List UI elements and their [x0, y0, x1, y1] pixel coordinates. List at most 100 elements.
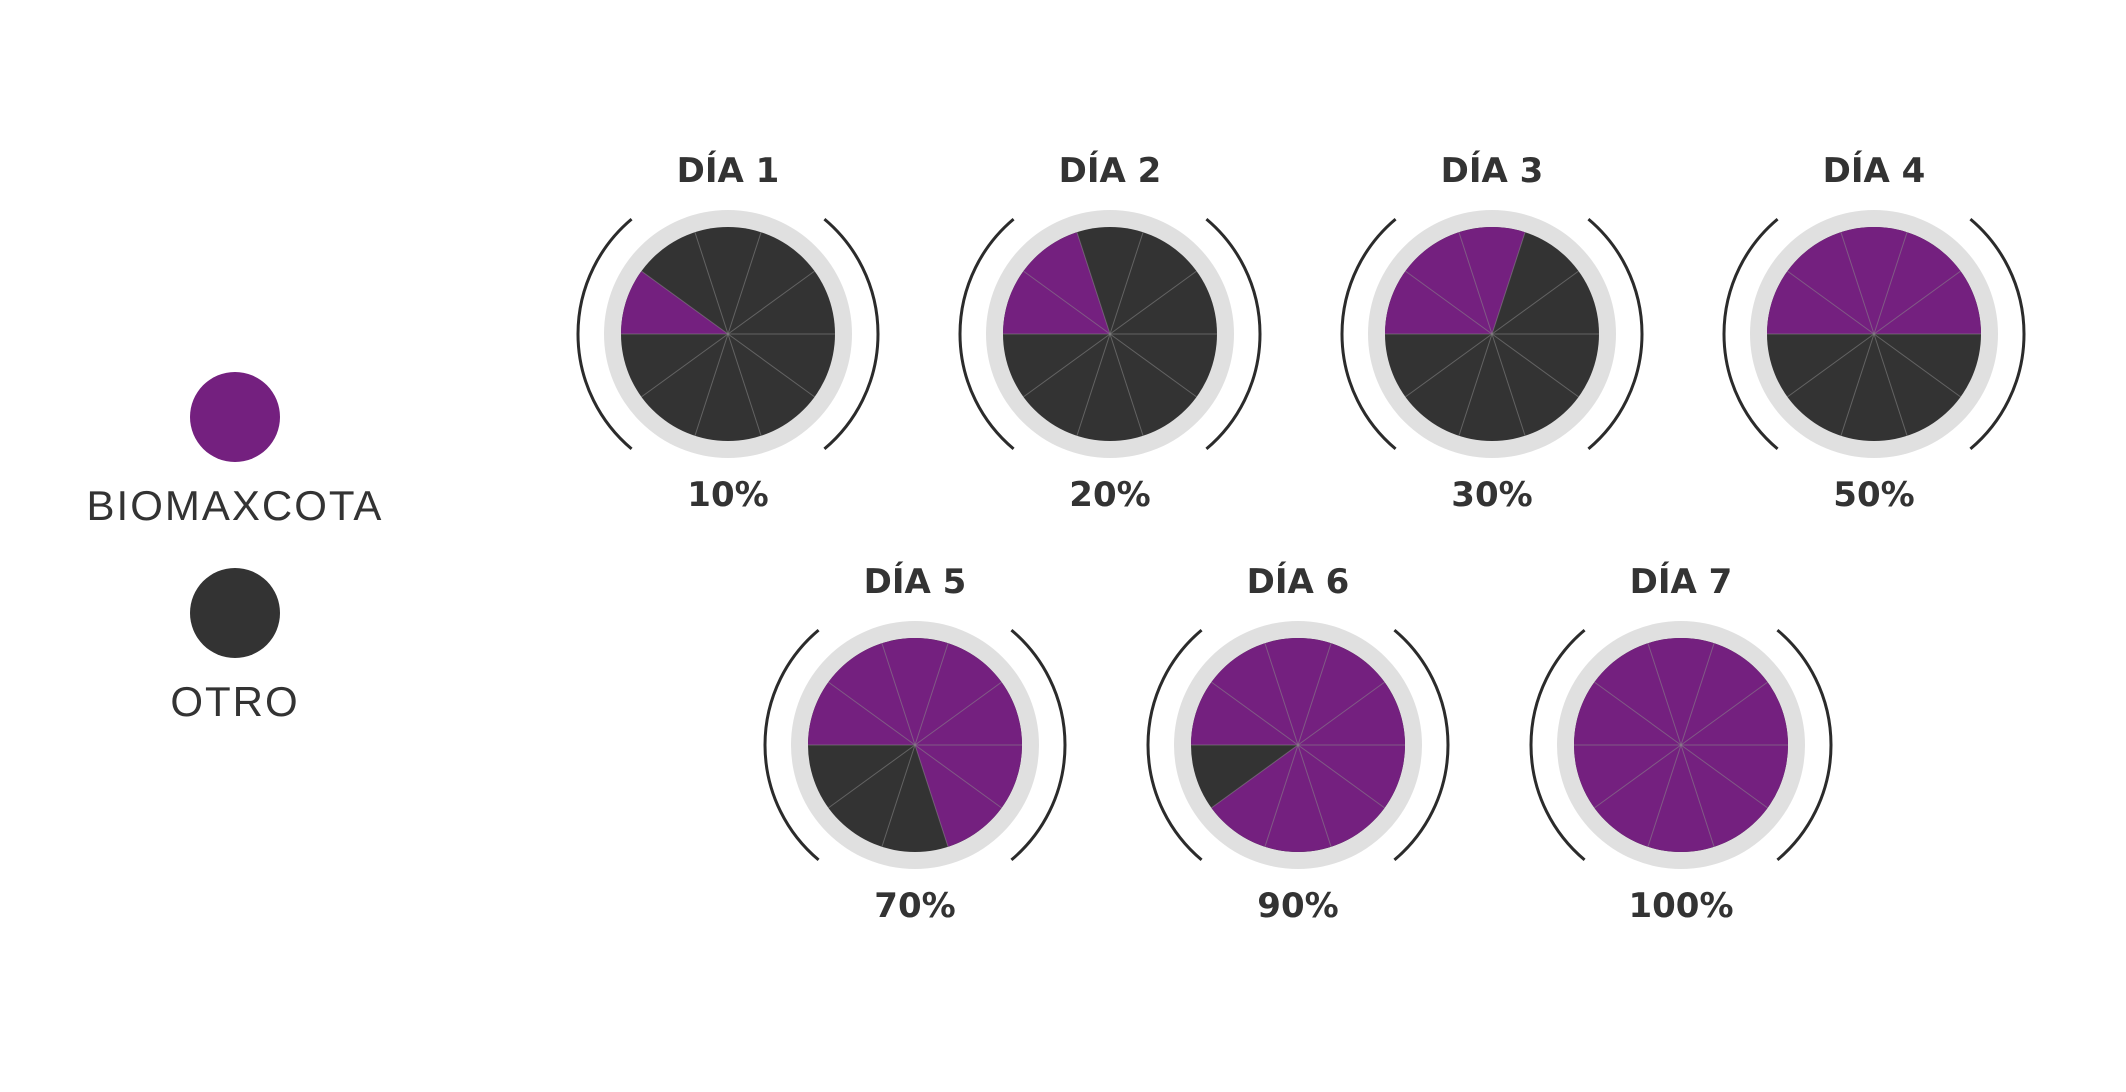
segment-divider — [1109, 270, 1197, 335]
segment-divider — [727, 333, 815, 398]
legend-item-biomaxcota: BIOMAXCOTA — [35, 372, 435, 530]
segment-divider — [1491, 270, 1579, 335]
outer-arc-right — [1393, 628, 1450, 862]
pie-title: DÍA 5 — [864, 561, 967, 602]
outer-arc-left — [1340, 217, 1397, 451]
pie-chart: DÍA 6 90% — [1146, 561, 1450, 926]
pie-value-label: 20% — [1069, 475, 1150, 515]
pie-value-label: 30% — [1451, 475, 1532, 515]
segment-divider — [727, 232, 762, 335]
segment-divider — [1873, 333, 1908, 436]
pie-title: DÍA 7 — [1630, 561, 1733, 602]
outer-arc-right — [1776, 628, 1833, 862]
segment-divider — [641, 270, 729, 335]
segment-divider — [1405, 333, 1493, 398]
pie-title: DÍA 1 — [677, 150, 780, 191]
segment-divider — [1491, 333, 1579, 398]
segment-divider — [1109, 333, 1144, 436]
outer-arc-right — [1969, 217, 2026, 451]
segment-divider — [1491, 232, 1526, 335]
segment-divider — [1297, 744, 1385, 809]
pie-value-label: 50% — [1833, 475, 1914, 515]
pie-value-label: 10% — [687, 475, 768, 515]
pie-chart: DÍA 4 50% — [1722, 150, 2026, 515]
pie-title: DÍA 3 — [1441, 150, 1544, 191]
segment-divider — [1297, 643, 1332, 746]
segment-divider — [1109, 232, 1144, 335]
pie-chart: DÍA 5 70% — [763, 561, 1067, 926]
outer-arc-right — [823, 217, 880, 451]
segment-divider — [1680, 643, 1715, 746]
segment-divider — [727, 333, 762, 436]
outer-arc-left — [763, 628, 820, 862]
segment-divider — [1264, 643, 1299, 746]
outer-arc-right — [1010, 628, 1067, 862]
segment-divider — [1787, 270, 1875, 335]
segment-divider — [828, 681, 916, 746]
pie-value-label: 70% — [874, 886, 955, 926]
segment-divider — [1594, 681, 1682, 746]
segment-divider — [1873, 270, 1961, 335]
segment-divider — [1873, 232, 1908, 335]
pie-value-label: 100% — [1628, 886, 1733, 926]
segment-divider — [1264, 744, 1299, 847]
segment-divider — [1211, 744, 1299, 809]
segment-divider — [1211, 681, 1299, 746]
pie-chart: DÍA 3 30% — [1340, 150, 1644, 515]
segment-divider — [1076, 333, 1111, 436]
segment-divider — [1647, 744, 1682, 847]
outer-arc-left — [576, 217, 633, 451]
pie-title: DÍA 4 — [1823, 150, 1926, 191]
legend-swatch-otro — [190, 568, 280, 658]
pie-chart: DÍA 2 20% — [958, 150, 1262, 515]
segment-divider — [914, 681, 1002, 746]
legend-label-biomaxcota: BIOMAXCOTA — [86, 482, 384, 529]
segment-divider — [641, 333, 729, 398]
outer-arc-left — [1722, 217, 1779, 451]
pie-slice-biomaxcota — [621, 271, 728, 334]
outer-arc-left — [958, 217, 1015, 451]
segment-divider — [694, 333, 729, 436]
segment-divider — [1297, 744, 1332, 847]
pie-title: DÍA 2 — [1059, 150, 1162, 191]
outer-arc-left — [1146, 628, 1203, 862]
segment-divider — [881, 643, 916, 746]
segment-divider — [1680, 744, 1715, 847]
segment-divider — [1076, 232, 1111, 335]
segment-divider — [1405, 270, 1493, 335]
segment-divider — [1680, 681, 1768, 746]
segment-divider — [1023, 270, 1111, 335]
segment-divider — [1787, 333, 1875, 398]
segment-divider — [1491, 333, 1526, 436]
pie-title: DÍA 6 — [1247, 561, 1350, 602]
pie-slice-biomaxcota — [1767, 227, 1981, 334]
pie-chart: DÍA 1 10% — [576, 150, 880, 515]
segment-divider — [1297, 681, 1385, 746]
segment-divider — [1840, 333, 1875, 436]
segment-divider — [1458, 232, 1493, 335]
outer-arc-left — [1529, 628, 1586, 862]
segment-divider — [694, 232, 729, 335]
outer-arc-right — [1587, 217, 1644, 451]
pie-slice-biomaxcota — [1003, 232, 1110, 334]
segment-divider — [1458, 333, 1493, 436]
pie-chart: DÍA 7 100% — [1529, 561, 1833, 926]
segment-divider — [1647, 643, 1682, 746]
segment-divider — [1594, 744, 1682, 809]
legend-swatch-biomaxcota — [190, 372, 280, 462]
segment-divider — [914, 744, 949, 847]
segment-divider — [727, 270, 815, 335]
segment-divider — [828, 744, 916, 809]
segment-divider — [1873, 333, 1961, 398]
pie-value-label: 90% — [1257, 886, 1338, 926]
legend-label-otro: OTRO — [170, 678, 300, 725]
segment-divider — [914, 643, 949, 746]
segment-divider — [1023, 333, 1111, 398]
pie-slice-biomaxcota — [1385, 226, 1526, 334]
segment-divider — [881, 744, 916, 847]
outer-arc-right — [1205, 217, 1262, 451]
segment-divider — [914, 744, 1002, 809]
segment-divider — [1680, 744, 1768, 809]
